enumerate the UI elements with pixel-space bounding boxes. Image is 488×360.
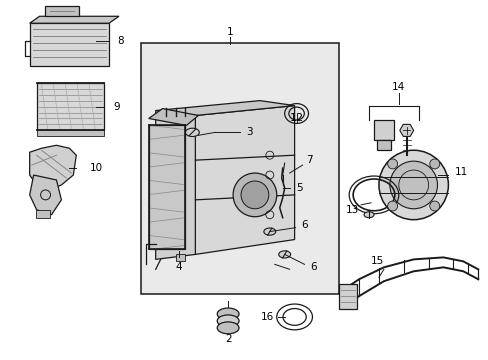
Text: 2: 2 <box>224 334 231 344</box>
Polygon shape <box>195 105 294 255</box>
Ellipse shape <box>278 251 290 258</box>
Polygon shape <box>339 284 356 309</box>
Circle shape <box>378 150 447 220</box>
Ellipse shape <box>217 322 239 334</box>
Circle shape <box>233 173 276 217</box>
Polygon shape <box>376 140 390 150</box>
Text: 12: 12 <box>289 113 303 123</box>
Circle shape <box>387 201 397 211</box>
Ellipse shape <box>217 315 239 327</box>
Polygon shape <box>148 109 198 125</box>
Text: 7: 7 <box>305 155 312 165</box>
Text: 1: 1 <box>226 27 233 37</box>
Text: 14: 14 <box>391 82 405 92</box>
Polygon shape <box>155 111 195 260</box>
Circle shape <box>387 159 397 169</box>
Text: 6: 6 <box>309 262 316 272</box>
Circle shape <box>429 159 439 169</box>
Polygon shape <box>399 124 413 136</box>
Text: 15: 15 <box>369 256 383 266</box>
Ellipse shape <box>364 212 373 218</box>
Text: 11: 11 <box>454 167 467 177</box>
Circle shape <box>389 161 437 209</box>
Circle shape <box>241 181 268 209</box>
Polygon shape <box>44 6 79 16</box>
Polygon shape <box>30 175 61 215</box>
Ellipse shape <box>185 128 199 136</box>
Polygon shape <box>148 125 185 249</box>
Bar <box>141 43 339 294</box>
Text: 10: 10 <box>89 163 102 173</box>
Polygon shape <box>30 23 109 66</box>
Text: 13: 13 <box>345 205 358 215</box>
Text: 9: 9 <box>113 102 120 112</box>
Ellipse shape <box>217 308 239 320</box>
Text: 6: 6 <box>301 220 307 230</box>
Polygon shape <box>175 255 185 261</box>
Ellipse shape <box>264 228 275 235</box>
Polygon shape <box>30 145 76 190</box>
Text: 5: 5 <box>296 183 302 193</box>
Polygon shape <box>37 130 104 136</box>
Polygon shape <box>37 83 104 130</box>
Polygon shape <box>36 210 49 218</box>
Polygon shape <box>373 121 393 140</box>
Text: 4: 4 <box>175 262 182 272</box>
Text: 16: 16 <box>261 312 274 322</box>
Text: 3: 3 <box>246 127 253 138</box>
Circle shape <box>429 201 439 211</box>
Polygon shape <box>155 100 294 116</box>
Polygon shape <box>30 16 119 23</box>
Text: 8: 8 <box>118 36 124 46</box>
